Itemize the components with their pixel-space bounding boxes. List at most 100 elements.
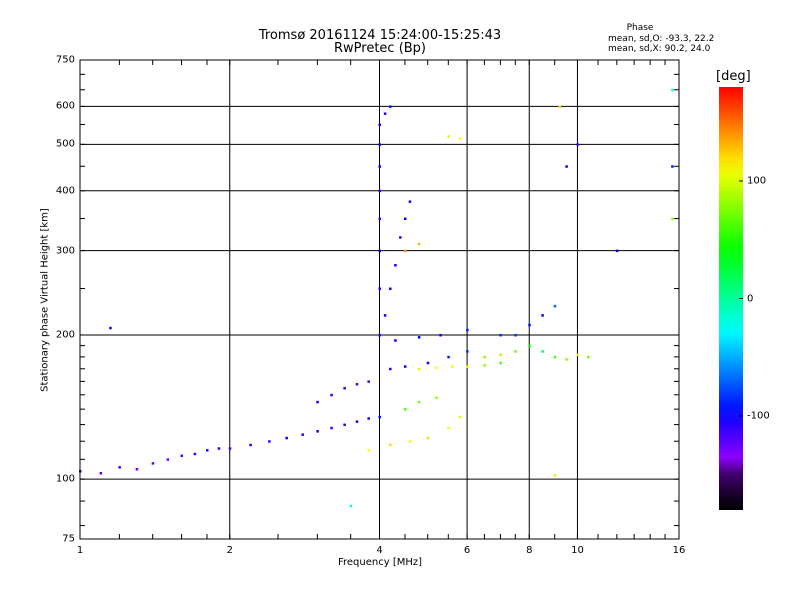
data-point bbox=[330, 426, 333, 430]
data-point bbox=[447, 355, 450, 359]
y-tick-label: 100 bbox=[55, 473, 75, 485]
data-point bbox=[355, 420, 359, 423]
data-point bbox=[268, 440, 271, 443]
data-point bbox=[514, 333, 517, 337]
data-point bbox=[514, 350, 517, 353]
x-tick-label: 6 bbox=[463, 545, 471, 556]
data-point bbox=[553, 304, 557, 308]
phase-stats-x: mean, sd,X: 90.2, 24.0 bbox=[608, 44, 711, 54]
data-point bbox=[458, 137, 462, 140]
phase-colorbar bbox=[719, 87, 743, 510]
data-point bbox=[528, 323, 531, 327]
data-point bbox=[378, 217, 381, 221]
data-point bbox=[417, 242, 421, 246]
data-point bbox=[576, 143, 579, 146]
x-tick-label: 2 bbox=[226, 545, 233, 556]
data-point bbox=[615, 249, 619, 253]
y-tick-label: 750 bbox=[55, 54, 75, 66]
data-point bbox=[558, 105, 561, 108]
data-point bbox=[367, 449, 370, 452]
data-point bbox=[399, 236, 402, 239]
colorbar-tick-label: -100 bbox=[747, 410, 770, 422]
data-point bbox=[417, 367, 421, 371]
data-point bbox=[389, 367, 392, 371]
colorbar-tick-label: 0 bbox=[747, 293, 754, 304]
data-point bbox=[426, 436, 430, 440]
data-point bbox=[378, 165, 381, 168]
data-point bbox=[499, 361, 502, 365]
data-point bbox=[426, 361, 430, 365]
data-point bbox=[249, 443, 252, 447]
data-point bbox=[576, 353, 579, 357]
chart-title: Tromsø 20161124 15:24:00-15:25:43 bbox=[258, 28, 502, 43]
data-point bbox=[541, 350, 544, 353]
data-point bbox=[403, 217, 407, 221]
data-point bbox=[378, 287, 381, 291]
data-point bbox=[383, 314, 387, 317]
y-tick-label: 600 bbox=[55, 100, 75, 112]
x-tick-label: 1 bbox=[76, 545, 84, 556]
x-tick-label: 8 bbox=[526, 545, 533, 556]
data-point bbox=[451, 365, 454, 368]
phase-stats-o: mean, sd,O: -93.3, 22.2 bbox=[608, 34, 715, 44]
data-point bbox=[367, 380, 370, 383]
data-point bbox=[528, 344, 531, 348]
data-point bbox=[343, 386, 346, 390]
data-point bbox=[394, 263, 397, 267]
y-tick-label: 500 bbox=[55, 138, 75, 150]
data-point bbox=[458, 415, 462, 419]
data-point bbox=[180, 454, 184, 458]
data-point bbox=[586, 355, 590, 359]
y-tick-label: 400 bbox=[55, 185, 75, 197]
data-point bbox=[166, 458, 170, 461]
data-point bbox=[378, 143, 381, 146]
data-point bbox=[499, 333, 502, 337]
data-point bbox=[378, 415, 381, 419]
phase-stats-title: Phase bbox=[626, 23, 654, 33]
data-point bbox=[499, 353, 502, 357]
data-point bbox=[447, 426, 450, 430]
data-point bbox=[389, 105, 392, 108]
data-point bbox=[483, 355, 486, 359]
data-point bbox=[417, 336, 421, 339]
data-point bbox=[205, 449, 209, 452]
data-point bbox=[541, 314, 544, 317]
data-point bbox=[301, 433, 304, 436]
data-point bbox=[367, 417, 370, 420]
data-point bbox=[118, 466, 121, 469]
data-point bbox=[355, 382, 359, 386]
y-axis-label: Stationary phase Virtual Height [km] bbox=[39, 208, 51, 392]
data-point bbox=[389, 287, 392, 291]
data-point bbox=[383, 112, 387, 115]
data-point bbox=[217, 447, 221, 450]
data-point bbox=[671, 217, 674, 221]
data-point bbox=[109, 326, 112, 330]
chart-subtitle: RwPretec (Bp) bbox=[333, 41, 427, 56]
data-point bbox=[378, 249, 381, 253]
data-point bbox=[408, 200, 412, 203]
data-point bbox=[316, 430, 319, 433]
data-point bbox=[193, 452, 197, 456]
data-point bbox=[285, 436, 288, 440]
y-tick-label: 200 bbox=[55, 329, 75, 341]
data-point bbox=[330, 393, 333, 397]
data-point bbox=[151, 462, 155, 465]
x-axis-label: Frequency [MHz] bbox=[337, 557, 423, 568]
y-tick-label: 300 bbox=[55, 245, 75, 257]
data-point bbox=[378, 333, 381, 337]
data-point bbox=[378, 189, 381, 193]
data-point bbox=[316, 400, 319, 404]
data-point bbox=[403, 408, 407, 411]
data-point bbox=[378, 123, 381, 127]
data-point bbox=[466, 328, 469, 332]
data-point bbox=[403, 249, 407, 253]
x-tick-label: 10 bbox=[571, 545, 584, 556]
data-point bbox=[403, 365, 407, 368]
data-point bbox=[466, 365, 469, 368]
data-point bbox=[447, 135, 450, 138]
data-point bbox=[435, 396, 438, 400]
data-point bbox=[671, 165, 674, 168]
colorbar-unit-label: [deg] bbox=[716, 69, 751, 84]
x-tick-label: 4 bbox=[376, 545, 383, 556]
data-point bbox=[99, 472, 103, 475]
